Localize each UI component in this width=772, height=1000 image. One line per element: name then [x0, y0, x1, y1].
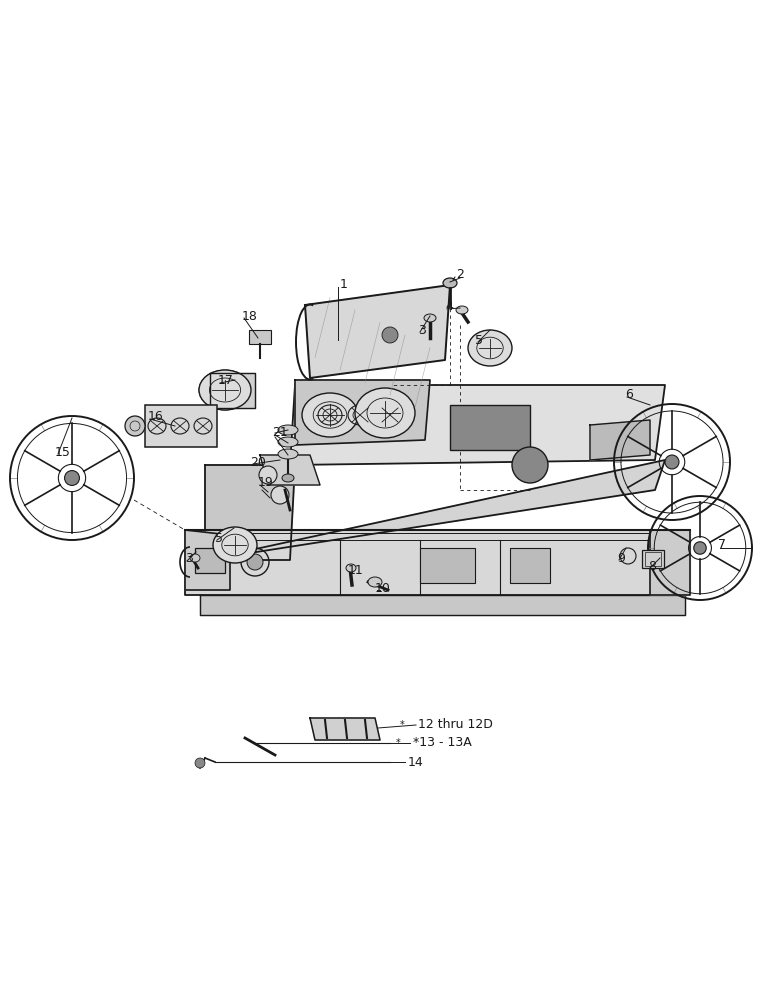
- Text: 5: 5: [215, 532, 223, 544]
- Polygon shape: [650, 530, 690, 595]
- Ellipse shape: [443, 278, 457, 288]
- Polygon shape: [185, 530, 690, 595]
- Text: 3: 3: [418, 324, 426, 336]
- Circle shape: [382, 327, 398, 343]
- Circle shape: [247, 554, 263, 570]
- Circle shape: [65, 471, 80, 485]
- Text: 10: 10: [375, 582, 391, 594]
- Bar: [642, 550, 664, 568]
- Polygon shape: [590, 420, 650, 460]
- Bar: [145, 405, 217, 447]
- Text: 7: 7: [718, 538, 726, 552]
- Text: 3: 3: [185, 552, 193, 566]
- Bar: [420, 548, 475, 583]
- Polygon shape: [290, 385, 665, 465]
- Ellipse shape: [282, 474, 294, 482]
- Text: 14: 14: [408, 756, 424, 768]
- Circle shape: [512, 447, 548, 483]
- Circle shape: [259, 466, 277, 484]
- Ellipse shape: [278, 437, 298, 447]
- Text: 11: 11: [348, 564, 364, 576]
- Ellipse shape: [355, 388, 415, 438]
- Ellipse shape: [346, 564, 356, 572]
- Ellipse shape: [424, 314, 436, 322]
- Circle shape: [195, 758, 205, 768]
- Text: 5: 5: [475, 334, 483, 347]
- Ellipse shape: [213, 527, 257, 563]
- Text: 12 thru 12D: 12 thru 12D: [418, 718, 493, 732]
- Ellipse shape: [278, 425, 298, 435]
- Text: 15: 15: [55, 446, 71, 458]
- Text: 1: 1: [340, 278, 348, 292]
- Text: 9: 9: [617, 552, 625, 564]
- Text: 2: 2: [456, 268, 464, 282]
- Circle shape: [271, 486, 289, 504]
- Polygon shape: [205, 465, 295, 560]
- Text: 18: 18: [242, 310, 258, 322]
- Circle shape: [694, 542, 706, 554]
- Text: *: *: [400, 720, 405, 730]
- Ellipse shape: [190, 554, 200, 562]
- Bar: [645, 552, 661, 566]
- Polygon shape: [185, 530, 230, 590]
- Ellipse shape: [199, 370, 251, 410]
- Polygon shape: [310, 718, 380, 740]
- Text: 6: 6: [625, 388, 633, 401]
- Text: 21: 21: [272, 426, 288, 438]
- Bar: [450, 405, 530, 450]
- Ellipse shape: [278, 449, 298, 459]
- Circle shape: [665, 455, 679, 469]
- Text: 17: 17: [218, 374, 234, 387]
- Bar: [510, 548, 550, 583]
- Text: 19: 19: [258, 477, 274, 489]
- Circle shape: [620, 548, 636, 564]
- Polygon shape: [210, 373, 255, 408]
- Circle shape: [125, 416, 145, 436]
- Ellipse shape: [368, 577, 382, 587]
- Polygon shape: [200, 595, 685, 615]
- Ellipse shape: [456, 306, 468, 314]
- Ellipse shape: [468, 330, 512, 366]
- Text: *: *: [395, 738, 400, 748]
- Bar: [195, 548, 225, 573]
- Polygon shape: [295, 380, 430, 445]
- Text: 20: 20: [250, 456, 266, 468]
- Polygon shape: [205, 460, 665, 560]
- Bar: [249, 330, 271, 344]
- Text: 8: 8: [648, 560, 656, 572]
- Text: 16: 16: [148, 410, 164, 424]
- Text: *13 - 13A: *13 - 13A: [413, 736, 472, 750]
- Ellipse shape: [302, 393, 358, 437]
- Polygon shape: [260, 455, 320, 485]
- Text: 4: 4: [445, 300, 453, 314]
- Polygon shape: [305, 285, 450, 378]
